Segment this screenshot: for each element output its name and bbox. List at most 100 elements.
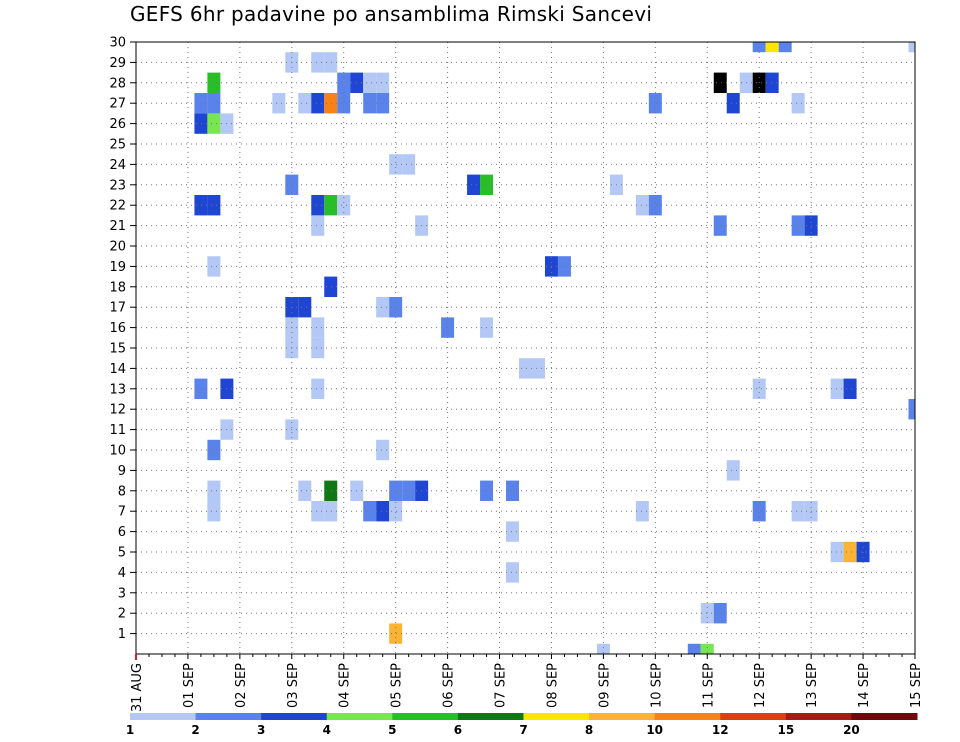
precip-cell (402, 480, 416, 501)
legend-swatch (785, 713, 852, 720)
legend-label: 1 (126, 723, 134, 737)
precip-cell (272, 93, 286, 114)
precip-cell (311, 195, 325, 216)
x-tick-label: 08 SEP (545, 663, 560, 708)
y-tick-label: 21 (109, 219, 126, 234)
precip-cell (752, 501, 766, 522)
precip-cell (778, 42, 792, 53)
precip-cell (908, 42, 915, 53)
y-tick-label: 23 (109, 178, 126, 193)
precip-cell (324, 52, 338, 73)
legend-label: 10 (646, 723, 663, 737)
precip-cell (324, 501, 338, 522)
precip-cell (506, 521, 520, 542)
y-tick-label: 19 (109, 260, 126, 275)
precip-cell (557, 256, 571, 277)
y-tick-label: 8 (118, 484, 126, 499)
precip-cell (311, 378, 325, 399)
legend-swatch (523, 713, 590, 720)
precip-cell (376, 439, 390, 461)
precip-cell (376, 72, 390, 93)
grid-layer (136, 42, 915, 654)
x-tick-label: 01 SEP (182, 663, 197, 708)
precip-cell (519, 358, 532, 379)
precip-cell (791, 215, 805, 236)
precip-cell (635, 195, 649, 216)
legend-label: 12 (712, 723, 729, 737)
precip-cell (363, 501, 377, 522)
precip-cell (531, 358, 545, 379)
precip-cell (830, 378, 844, 399)
y-tick-label: 1 (118, 627, 126, 642)
precip-cell (389, 480, 403, 501)
y-tick-label: 29 (109, 56, 126, 71)
legend-swatch (654, 713, 721, 720)
legend-label: 2 (191, 723, 199, 737)
precip-cell (324, 93, 338, 114)
precip-cell (207, 501, 221, 522)
precip-cell (337, 93, 351, 114)
precip-cell (207, 195, 221, 216)
precip-cell (207, 93, 221, 114)
precip-cell (194, 195, 208, 216)
precip-cell (311, 337, 325, 359)
precip-cell (207, 480, 221, 501)
plot-frame (135, 41, 916, 655)
y-tick-label: 24 (109, 158, 126, 173)
legend-swatch (457, 713, 524, 720)
y-tick-label: 30 (109, 36, 126, 51)
legend-label: 15 (777, 723, 794, 737)
x-tick-label: 02 SEP (234, 663, 249, 708)
precip-cell (298, 93, 312, 114)
legend-swatch (392, 713, 459, 720)
y-tick-label: 5 (118, 546, 126, 561)
precip-cell (752, 378, 766, 399)
precip-cell (700, 603, 714, 624)
y-tick-label: 20 (109, 240, 126, 255)
precip-cell (311, 501, 325, 522)
y-tick-label: 3 (118, 586, 126, 601)
precip-cell (506, 480, 520, 501)
y-tick-label: 15 (109, 342, 126, 357)
x-tick-label: 31 AUG (130, 663, 145, 712)
precip-cell (389, 501, 403, 522)
precip-cell (324, 276, 338, 297)
legend-label: 3 (257, 723, 265, 737)
x-tick-label: 09 SEP (597, 663, 612, 708)
x-tick-label: 11 SEP (701, 663, 716, 708)
precip-cell (194, 93, 208, 114)
y-tick-label: 7 (118, 505, 126, 520)
color-legend: 1 2 3 4 5 6 7 8 10 12 15 20 (126, 713, 918, 737)
y-tick-label: 2 (118, 607, 126, 622)
precip-cell (376, 93, 390, 114)
y-tick-label: 22 (109, 199, 126, 214)
precip-cell (311, 52, 325, 73)
precip-cell (765, 72, 779, 93)
legend-label: 8 (585, 723, 593, 737)
x-tick-label: 13 SEP (805, 663, 820, 708)
precip-cell (207, 256, 221, 277)
precip-cell (635, 501, 649, 522)
y-tick-label: 13 (109, 382, 126, 397)
x-tick-label: 04 SEP (338, 663, 353, 708)
precip-cell (402, 154, 416, 175)
precip-cell (324, 480, 338, 501)
precip-cell (467, 174, 481, 195)
precip-cell (363, 72, 377, 93)
legend-swatch (589, 713, 656, 720)
precip-cell (298, 480, 312, 501)
precip-cell (324, 195, 338, 216)
y-tick-label: 26 (109, 117, 126, 132)
legend-swatch (720, 713, 787, 720)
x-tick-label: 03 SEP (286, 663, 301, 708)
legend-label: 6 (454, 723, 462, 737)
legend-swatch (851, 713, 918, 720)
precip-cell (700, 643, 714, 654)
precip-cell (376, 297, 390, 318)
precip-cell (311, 317, 325, 338)
precip-cell (726, 93, 740, 114)
precip-cell (726, 460, 740, 481)
x-tick-label: 12 SEP (753, 663, 768, 708)
y-tick-label: 25 (109, 138, 126, 153)
